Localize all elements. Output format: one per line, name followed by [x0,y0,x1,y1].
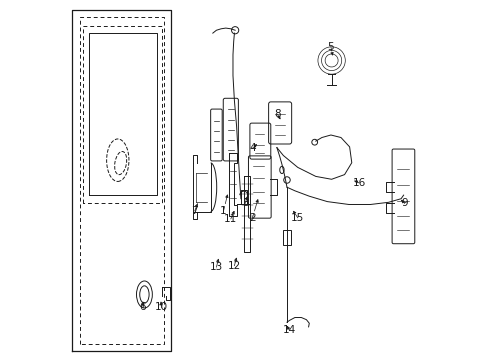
Text: 9: 9 [401,198,407,208]
Text: 5: 5 [327,42,333,52]
Bar [283,230,290,245]
Text: 3: 3 [242,198,248,208]
Text: 7: 7 [191,206,198,216]
Text: 8: 8 [274,109,281,120]
Text: 14: 14 [282,325,296,336]
Text: 1: 1 [220,206,226,216]
Text: 11: 11 [224,214,237,224]
Text: 10: 10 [154,302,167,312]
Text: 16: 16 [352,178,365,188]
Text: 13: 13 [209,262,223,272]
Text: 15: 15 [290,213,304,223]
Text: 6: 6 [140,302,146,312]
Text: 2: 2 [248,213,255,223]
Text: 12: 12 [227,261,241,271]
Text: 4: 4 [248,143,255,153]
